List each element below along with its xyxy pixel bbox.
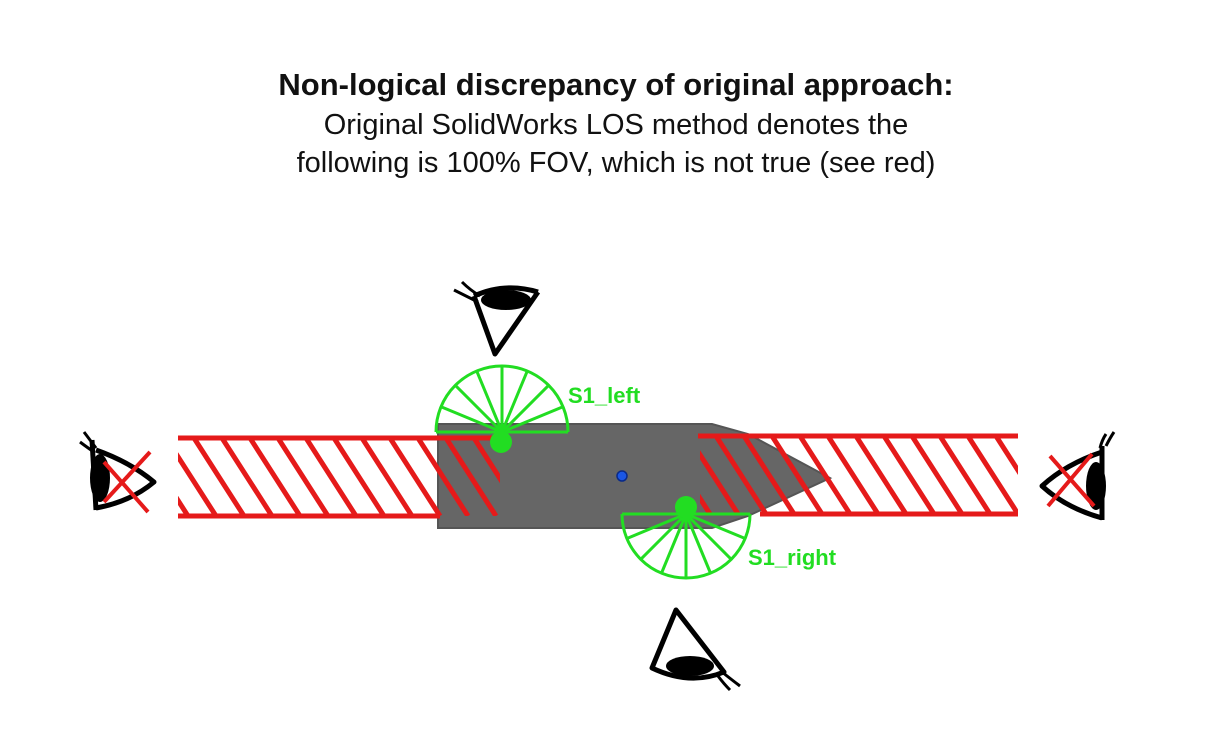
fov-spoke [639, 512, 688, 561]
hatch-line [178, 495, 191, 516]
hatch-line [331, 438, 387, 516]
eye-left-crossed-icon [79, 431, 157, 514]
hatch-line [825, 436, 881, 514]
hatch-line [700, 493, 713, 514]
sensor-left-label: S1_left [568, 383, 641, 408]
caption-line-2: following is 100% FOV, which is not true… [296, 147, 936, 179]
sensor-left-fov [434, 364, 570, 434]
fov-spoke [684, 512, 733, 561]
center-marker [616, 470, 628, 482]
eye-top-icon [453, 280, 541, 357]
caption-block: Non-logical discrepancy of original appr… [0, 64, 1232, 182]
fov-spoke [454, 384, 504, 434]
hatch-line [178, 452, 219, 516]
hatch-line [853, 436, 909, 514]
fov-spoke [684, 513, 712, 574]
hatch-line [713, 436, 769, 514]
hatch-line [247, 438, 303, 516]
hatch-line [937, 436, 993, 514]
fov-spoke [440, 405, 503, 434]
hatch-line [303, 438, 359, 516]
hatch-line [741, 436, 797, 514]
hatch-left [178, 438, 500, 516]
hatch-line [443, 438, 499, 516]
hatch-right [700, 436, 1018, 514]
fov-spoke [500, 370, 529, 433]
sensor-right-dot [675, 496, 697, 518]
sensor-right-label: S1_right [748, 545, 837, 570]
hatch-line [881, 436, 937, 514]
hatch-line [191, 438, 247, 516]
eye-bottom-icon [649, 607, 741, 692]
fov-spoke [475, 370, 504, 433]
hatch-line [359, 438, 415, 516]
hatch-line [219, 438, 275, 516]
caption-line-1: Original SolidWorks LOS method denotes t… [323, 109, 909, 141]
hatch-line [387, 438, 443, 516]
eye-right-crossed-icon [1039, 431, 1116, 521]
blocked-region-left [178, 435, 500, 519]
fov-spoke [501, 405, 564, 434]
hatch-line [471, 438, 500, 484]
fov-spoke [500, 384, 550, 434]
fov-spoke [660, 513, 688, 574]
hatch-line [909, 436, 965, 514]
blocked-region-right [698, 433, 1018, 517]
caption-heading: Non-logical discrepancy of original appr… [278, 67, 954, 102]
fov-spoke [626, 512, 687, 540]
sensor-left-dot [490, 431, 512, 453]
hatch-line [700, 450, 741, 514]
hatch-line [769, 436, 825, 514]
fov-spoke [685, 512, 746, 540]
hatch-line [965, 436, 1018, 514]
hatch-line [275, 438, 331, 516]
hatch-line [415, 438, 471, 516]
hatch-line [797, 436, 853, 514]
hatch-line [993, 436, 1018, 475]
